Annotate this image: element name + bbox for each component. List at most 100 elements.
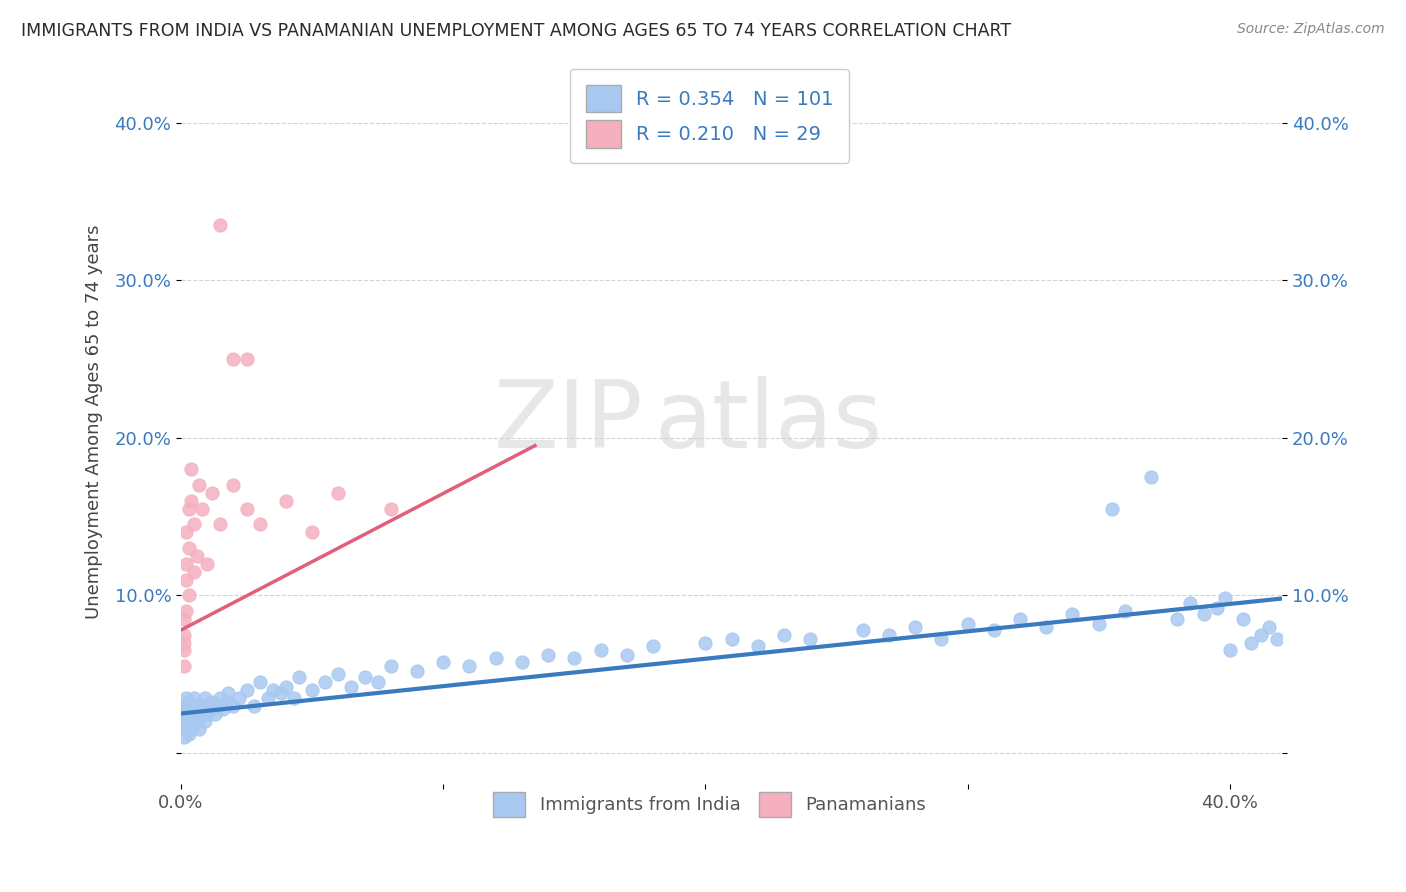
Point [174,525,197,540]
Y-axis label: Unemployment Among Ages 65 to 74 years: Unemployment Among Ages 65 to 74 years [86,225,103,619]
Point [173,723,195,737]
Point [406,664,429,678]
Point [188,702,211,716]
Point [720,632,742,647]
Point [274,493,297,508]
Point [173,635,195,649]
Point [380,659,402,673]
Point [207,698,229,713]
Point [1205,601,1227,615]
Point [180,462,202,476]
Point [380,501,402,516]
Point [328,667,350,681]
Point [485,651,508,665]
Point [191,698,214,713]
Point [931,632,953,647]
Point [262,682,284,697]
Point [340,680,363,694]
Point [174,604,197,618]
Point [537,648,560,663]
Point [235,351,257,366]
Point [177,541,200,555]
Point [1035,620,1057,634]
Point [183,711,205,725]
Point [183,517,205,532]
Point [799,632,821,647]
Text: atlas: atlas [655,376,883,468]
Point [174,698,197,713]
Point [274,680,297,694]
Point [183,702,205,716]
Point [198,702,221,716]
Point [1258,620,1281,634]
Point [174,717,197,731]
Point [1219,643,1241,657]
Point [695,635,717,649]
Point [1166,612,1188,626]
Point [214,696,236,710]
Point [186,706,208,721]
Point [1240,635,1263,649]
Point [212,702,235,716]
Point [183,690,205,705]
Point [188,478,211,492]
Point [562,651,585,665]
Point [353,670,375,684]
Point [180,706,202,721]
Point [458,659,481,673]
Point [180,698,202,713]
Point [173,706,195,721]
Text: ZIP: ZIP [494,376,644,468]
Point [222,698,245,713]
Text: IMMIGRANTS FROM INDIA VS PANAMANIAN UNEMPLOYMENT AMONG AGES 65 TO 74 YEARS CORRE: IMMIGRANTS FROM INDIA VS PANAMANIAN UNEM… [21,22,1011,40]
Point [983,623,1005,637]
Point [191,501,214,516]
Point [1101,501,1123,516]
Point [432,655,454,669]
Point [174,714,197,729]
Point [201,696,224,710]
Text: Source: ZipAtlas.com: Source: ZipAtlas.com [1237,22,1385,37]
Point [1213,591,1236,606]
Point [177,501,200,516]
Point [173,659,195,673]
Point [589,643,612,657]
Point [173,643,195,657]
Point [877,628,900,642]
Point [249,675,271,690]
Point [188,723,211,737]
Point [773,628,796,642]
Point [288,670,311,684]
Point [174,706,197,721]
Point [217,686,239,700]
Point [173,612,195,626]
Point [1265,632,1288,647]
Point [222,478,245,492]
Point [222,351,245,366]
Point [249,517,271,532]
Point [641,639,664,653]
Point [1180,596,1202,610]
Point [1087,616,1109,631]
Point [314,675,336,690]
Point [270,686,292,700]
Point [204,706,226,721]
Point [177,588,200,602]
Point [180,723,202,737]
Point [301,525,323,540]
Point [1062,607,1084,622]
Point [177,696,200,710]
Point [1140,470,1163,484]
Point [747,639,769,653]
Point [1114,604,1136,618]
Point [186,714,208,729]
Point [173,714,195,729]
Point [201,486,224,500]
Point [1250,628,1272,642]
Point [173,628,195,642]
Point [180,714,202,729]
Point [1192,607,1215,622]
Point [283,690,305,705]
Point [173,698,195,713]
Point [186,549,208,563]
